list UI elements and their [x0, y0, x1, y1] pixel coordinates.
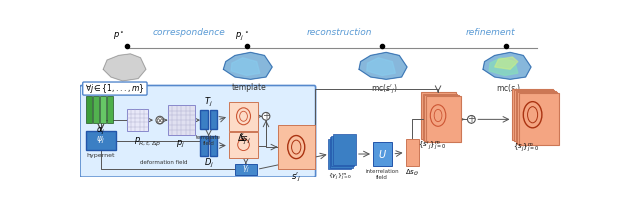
- Bar: [278, 125, 315, 169]
- Text: $\{s'_j\}_{j=0}^{m}$: $\{s'_j\}_{j=0}^{m}$: [419, 140, 447, 153]
- Text: $p_j$: $p_j$: [176, 139, 185, 150]
- Circle shape: [156, 116, 164, 124]
- Polygon shape: [489, 58, 518, 75]
- Polygon shape: [223, 52, 272, 79]
- Text: +: +: [467, 114, 476, 124]
- Bar: [373, 142, 392, 166]
- Bar: [235, 164, 257, 175]
- Text: refinement: refinement: [466, 28, 516, 37]
- Bar: [421, 92, 456, 139]
- Bar: [168, 105, 195, 135]
- Circle shape: [262, 112, 270, 120]
- Text: template: template: [232, 83, 266, 92]
- Bar: [518, 94, 559, 145]
- Bar: [209, 110, 217, 129]
- Text: reconstruction: reconstruction: [307, 28, 372, 37]
- Bar: [330, 137, 353, 168]
- Text: $\Delta s_\mathcal{O}$: $\Delta s_\mathcal{O}$: [406, 168, 419, 178]
- Text: correspondence: correspondence: [152, 28, 225, 37]
- Text: $T_j$: $T_j$: [204, 96, 213, 109]
- Text: $p_j\,^\circ$: $p_j\,^\circ$: [236, 29, 250, 42]
- Bar: [513, 89, 553, 140]
- Bar: [426, 96, 461, 142]
- Bar: [127, 109, 148, 131]
- Bar: [93, 96, 99, 123]
- Text: deformation field: deformation field: [140, 160, 188, 165]
- Text: mc($s'_j$): mc($s'_j$): [371, 83, 398, 96]
- Polygon shape: [367, 58, 396, 75]
- Text: +: +: [262, 111, 270, 121]
- Bar: [331, 136, 355, 166]
- Text: $\Delta s_j$: $\Delta s_j$: [237, 133, 250, 146]
- Text: mc($s_j$): mc($s_j$): [496, 83, 521, 96]
- Text: $\forall j \in \{1, ..., m\}$: $\forall j \in \{1, ..., m\}$: [85, 82, 145, 95]
- Bar: [406, 139, 419, 166]
- Text: $\otimes$: $\otimes$: [155, 115, 164, 126]
- Polygon shape: [483, 52, 531, 79]
- Bar: [514, 90, 554, 141]
- Bar: [209, 136, 217, 156]
- Text: interrelation
field: interrelation field: [365, 169, 399, 180]
- Polygon shape: [359, 52, 407, 79]
- Bar: [200, 136, 208, 156]
- Polygon shape: [231, 58, 260, 75]
- Text: $R, t, \Delta p$: $R, t, \Delta p$: [138, 139, 161, 148]
- Bar: [200, 110, 208, 129]
- Bar: [333, 134, 356, 165]
- Bar: [424, 95, 459, 141]
- Text: $p$: $p$: [134, 135, 141, 146]
- FancyBboxPatch shape: [80, 86, 316, 177]
- Bar: [86, 96, 92, 123]
- Polygon shape: [103, 54, 146, 81]
- FancyBboxPatch shape: [83, 82, 147, 95]
- Text: $s'_j$: $s'_j$: [291, 171, 301, 184]
- Bar: [517, 92, 557, 144]
- Text: template
field: template field: [196, 135, 221, 145]
- Text: $\{s_j\}_{j=0}^{m}$: $\{s_j\}_{j=0}^{m}$: [513, 142, 540, 155]
- Bar: [229, 133, 259, 158]
- Bar: [328, 139, 351, 169]
- Text: $\alpha_j$: $\alpha_j$: [95, 126, 105, 137]
- Text: $\psi_j$: $\psi_j$: [97, 135, 106, 146]
- Bar: [107, 96, 113, 123]
- Bar: [516, 91, 556, 143]
- Polygon shape: [495, 57, 518, 69]
- Text: $p^\circ$: $p^\circ$: [113, 29, 125, 42]
- Circle shape: [467, 115, 476, 123]
- Text: $D_j$: $D_j$: [204, 157, 214, 170]
- Bar: [229, 102, 259, 131]
- Bar: [86, 131, 116, 150]
- Text: $\tilde{s}_j$: $\tilde{s}_j$: [239, 133, 248, 146]
- Text: scan $i$: scan $i$: [112, 83, 136, 94]
- Text: $\{\gamma_j\}_{j=0}^{m}$: $\{\gamma_j\}_{j=0}^{m}$: [328, 171, 353, 182]
- Bar: [100, 96, 106, 123]
- Bar: [422, 94, 458, 140]
- Text: $U$: $U$: [378, 148, 387, 160]
- Text: $\gamma_j$: $\gamma_j$: [242, 164, 250, 175]
- Text: hypernet: hypernet: [86, 153, 115, 158]
